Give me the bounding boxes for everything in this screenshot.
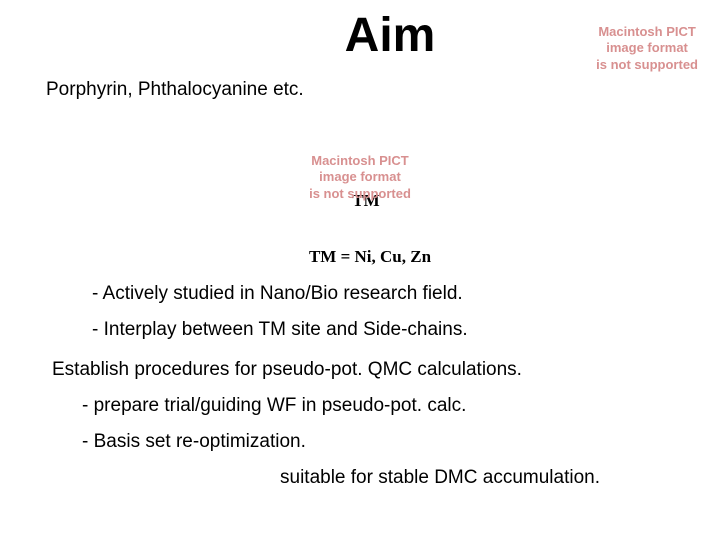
pict-line: Macintosh PICT	[309, 153, 411, 169]
bullet-item: - Actively studied in Nano/Bio research …	[92, 283, 720, 305]
bullet-item: - Interplay between TM site and Side-cha…	[92, 319, 720, 341]
sub-bullet-item: - Basis set re-optimization.	[82, 431, 720, 453]
pict-placeholder-center: Macintosh PICT image format is not suppo…	[309, 153, 411, 202]
pict-line: is not supported	[309, 186, 411, 202]
footer-line: suitable for stable DMC accumulation.	[280, 467, 720, 489]
bullet-block: - Actively studied in Nano/Bio research …	[92, 283, 720, 341]
pict-line: image format	[596, 40, 698, 56]
subtitle: Porphyrin, Phthalocyanine etc.	[46, 79, 720, 101]
establish-line: Establish procedures for pseudo-pot. QMC…	[52, 359, 720, 381]
pict-placeholder-top-right: Macintosh PICT image format is not suppo…	[596, 24, 698, 73]
pict-line: Macintosh PICT	[596, 24, 698, 40]
sub-bullet-block: - prepare trial/guiding WF in pseudo-pot…	[82, 395, 720, 453]
tm-definition: TM = Ni, Cu, Zn	[20, 247, 720, 267]
pict-line: image format	[309, 169, 411, 185]
sub-bullet-item: - prepare trial/guiding WF in pseudo-pot…	[82, 395, 720, 417]
pict-line: is not supported	[596, 57, 698, 73]
